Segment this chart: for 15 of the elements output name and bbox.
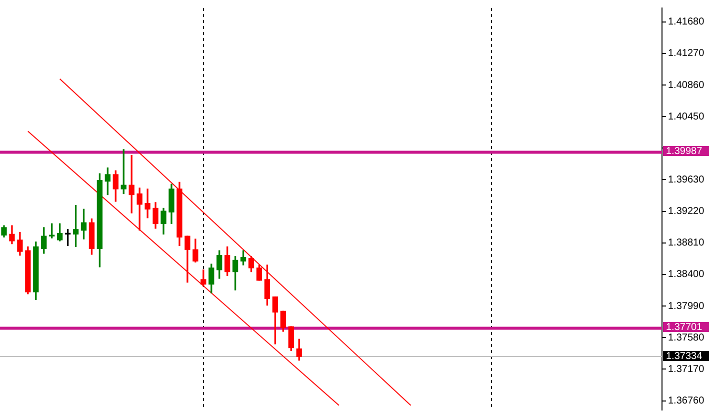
y-tick-label: 1.41270 [668, 48, 705, 60]
y-tick-label: 1.37580 [668, 332, 705, 344]
y-tick-label: 1.38810 [668, 238, 705, 249]
y-tick-label: 1.40860 [668, 80, 705, 91]
y-tick-label: 1.40450 [668, 111, 705, 122]
y-tick-label: 1.36760 [668, 396, 705, 407]
y-tick-label: 1.37990 [668, 300, 705, 312]
ref-line-label: 1.39987 [666, 146, 703, 157]
y-tick-label: 1.38400 [668, 269, 705, 280]
y-tick-label: 1.39220 [668, 206, 705, 218]
y-tick-label: 1.37170 [668, 364, 705, 375]
ref-line-label: 1.37334 [666, 350, 703, 362]
y-tick-label: 1.41680 [668, 16, 705, 28]
ref-line-label: 1.37701 [666, 322, 703, 333]
y-tick-label: 1.39630 [668, 174, 705, 186]
